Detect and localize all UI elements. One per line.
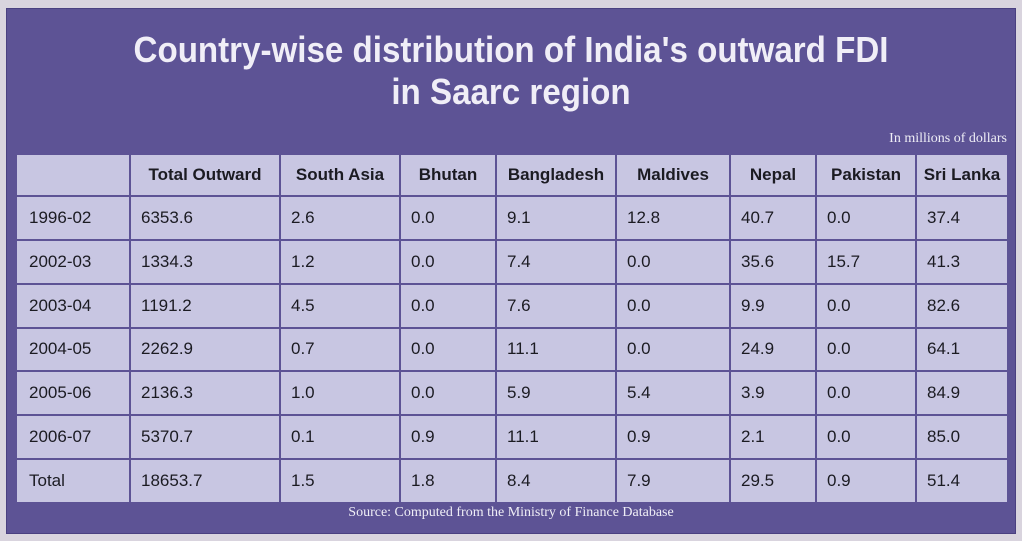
header-cell: Maldives [615, 153, 731, 197]
table-cell: 2.1 [729, 414, 817, 461]
table-cell: 64.1 [915, 326, 1009, 373]
header-cell: Bangladesh [495, 153, 617, 197]
table-cell: 0.9 [815, 458, 917, 504]
table-cell: 0.0 [815, 370, 917, 417]
row-label: 1996-02 [15, 195, 131, 241]
table-cell: 0.7 [279, 326, 401, 373]
table-cell: 85.0 [915, 414, 1009, 461]
source-note: Source: Computed from the Ministry of Fi… [348, 505, 674, 520]
table-cell: 0.0 [615, 326, 731, 373]
row-label: 2006-07 [15, 414, 131, 461]
table-row: 2005-06 2136.3 1.0 0.0 5.9 5.4 3.9 0.0 84.9 [15, 370, 1009, 417]
table-cell: 2262.9 [129, 326, 281, 373]
table-cell: 40.7 [729, 195, 817, 241]
table-cell: 1334.3 [129, 238, 281, 285]
table-cell: 0.1 [279, 414, 401, 461]
table-cell: 6353.6 [129, 195, 281, 241]
header-cell: Total Outward [129, 153, 281, 197]
table-cell: 7.4 [495, 238, 617, 285]
table-cell: 18653.7 [129, 458, 281, 504]
table-row: 2002-03 1334.3 1.2 0.0 7.4 0.0 35.6 15.7 41.3 [15, 238, 1009, 285]
table-row: 2006-07 5370.7 0.1 0.9 11.1 0.9 2.1 0.0 85.0 [15, 414, 1009, 461]
table-cell: 1.2 [279, 238, 401, 285]
table-row: 2003-04 1191.2 4.5 0.0 7.6 0.0 9.9 0.0 82.6 [15, 282, 1009, 329]
fdi-table: Total Outward South Asia Bhutan Bangladesh M… [15, 153, 1009, 504]
table-cell: 0.0 [815, 414, 917, 461]
table-cell: 9.9 [729, 282, 817, 329]
header-cell: South Asia [279, 153, 401, 197]
table-cell: 29.5 [729, 458, 817, 504]
table-cell: 51.4 [915, 458, 1009, 504]
table-cell: 5.9 [495, 370, 617, 417]
table-cell: 12.8 [615, 195, 731, 241]
table-cell: 1.8 [399, 458, 497, 504]
table-row: Total 18653.7 1.5 1.8 8.4 7.9 29.5 0.9 51.4 [15, 458, 1009, 504]
table-cell: 3.9 [729, 370, 817, 417]
title-line-2: in Saarc region [391, 71, 631, 112]
table-cell: 0.0 [399, 282, 497, 329]
table-cell: 9.1 [495, 195, 617, 241]
row-label: Total [15, 458, 131, 504]
header-row: Total Outward South Asia Bhutan Bangladesh M… [15, 153, 1009, 197]
title-line-1: Country-wise distribution of India's out… [133, 29, 889, 70]
table-cell: 82.6 [915, 282, 1009, 329]
chart-title: Country-wise distribution of India's out… [47, 29, 974, 113]
table-cell: 0.0 [615, 238, 731, 285]
table-cell: 1.5 [279, 458, 401, 504]
table-cell: 41.3 [915, 238, 1009, 285]
table-cell: 84.9 [915, 370, 1009, 417]
table-cell: 0.0 [399, 326, 497, 373]
table-cell: 0.9 [399, 414, 497, 461]
header-cell: Sri Lanka [915, 153, 1009, 197]
row-label: 2003-04 [15, 282, 131, 329]
table-cell: 0.0 [615, 282, 731, 329]
table-cell: 1191.2 [129, 282, 281, 329]
table-cell: 11.1 [495, 326, 617, 373]
header-cell: Pakistan [815, 153, 917, 197]
table-cell: 8.4 [495, 458, 617, 504]
table-cell: 0.0 [815, 195, 917, 241]
table-body: 1996-02 6353.6 2.6 0.0 9.1 12.8 40.7 0.0 37.4 200… [15, 195, 1009, 504]
table-cell: 2.6 [279, 195, 401, 241]
table-cell: 11.1 [495, 414, 617, 461]
table-cell: 5370.7 [129, 414, 281, 461]
table-cell: 1.0 [279, 370, 401, 417]
header-cell-blank [15, 153, 131, 197]
table-cell: 0.0 [815, 282, 917, 329]
table-cell: 0.0 [815, 326, 917, 373]
table-cell: 0.9 [615, 414, 731, 461]
table-cell: 2136.3 [129, 370, 281, 417]
header-cell: Bhutan [399, 153, 497, 197]
row-label: 2004-05 [15, 326, 131, 373]
table-cell: 0.0 [399, 238, 497, 285]
table-cell: 7.9 [615, 458, 731, 504]
table-row: 1996-02 6353.6 2.6 0.0 9.1 12.8 40.7 0.0 37.4 [15, 195, 1009, 241]
table-cell: 5.4 [615, 370, 731, 417]
chart-frame: Country-wise distribution of India's out… [6, 8, 1016, 534]
header-cell: Nepal [729, 153, 817, 197]
table-cell: 7.6 [495, 282, 617, 329]
table-cell: 24.9 [729, 326, 817, 373]
table-cell: 37.4 [915, 195, 1009, 241]
table-cell: 0.0 [399, 370, 497, 417]
table-cell: 0.0 [399, 195, 497, 241]
row-label: 2005-06 [15, 370, 131, 417]
table-row: 2004-05 2262.9 0.7 0.0 11.1 0.0 24.9 0.0 64.1 [15, 326, 1009, 373]
unit-note: In millions of dollars [889, 131, 1007, 146]
table-cell: 35.6 [729, 238, 817, 285]
table-cell: 4.5 [279, 282, 401, 329]
row-label: 2002-03 [15, 238, 131, 285]
table-cell: 15.7 [815, 238, 917, 285]
